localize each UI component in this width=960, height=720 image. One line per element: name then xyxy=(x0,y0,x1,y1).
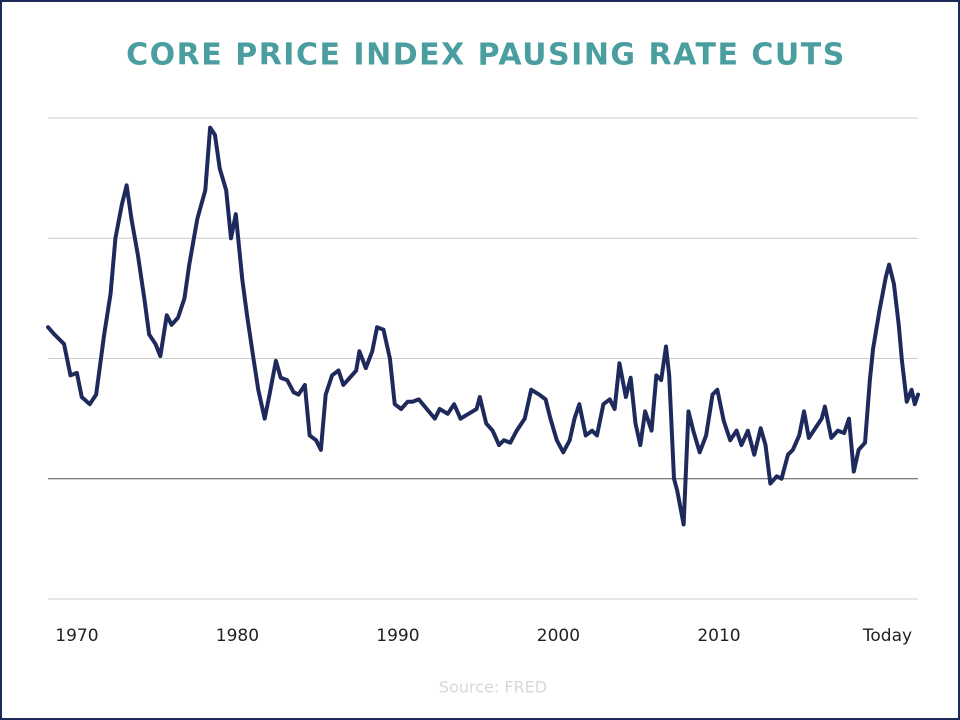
x-tick-label: 1980 xyxy=(216,626,259,646)
x-tick-label: 1970 xyxy=(55,626,98,646)
chart-title: CORE PRICE INDEX PAUSING RATE CUTS xyxy=(126,38,846,73)
x-tick-label: Today xyxy=(862,626,912,646)
x-tick-label: 1990 xyxy=(376,626,419,646)
source-note: Source: FRED xyxy=(439,678,547,697)
x-tick-label: 2000 xyxy=(537,626,580,646)
data-line xyxy=(46,125,920,527)
x-tick-label: 2010 xyxy=(697,626,740,646)
